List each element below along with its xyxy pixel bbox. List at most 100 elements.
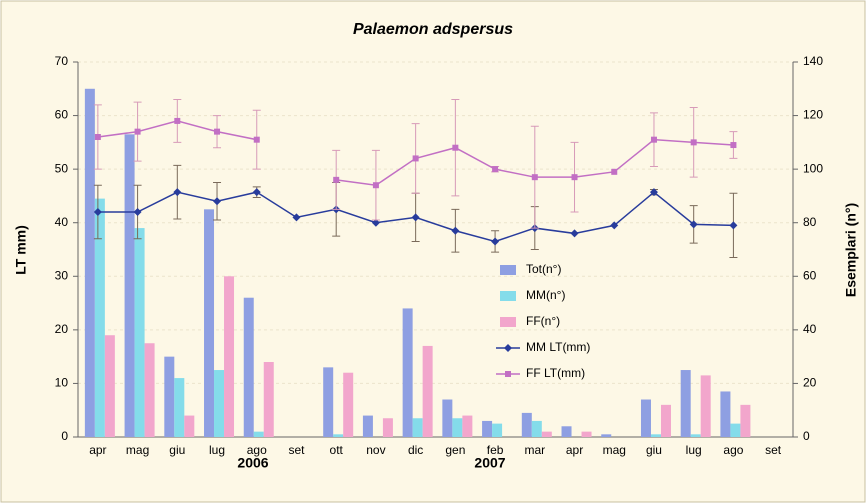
marker — [93, 208, 102, 216]
bar — [263, 362, 274, 437]
x-tick-label: set — [288, 443, 305, 457]
x-tick-label: set — [765, 443, 782, 457]
bar — [124, 134, 135, 438]
legend-label: MM(n°) — [526, 288, 565, 302]
marker — [491, 237, 500, 246]
bar — [680, 370, 691, 437]
bar — [640, 399, 651, 437]
bar — [253, 431, 264, 437]
bar — [362, 415, 373, 437]
marker — [689, 220, 698, 229]
marker — [729, 221, 738, 230]
bar — [720, 391, 731, 437]
x-tick-label: dic — [408, 443, 423, 457]
x-tick-label: nov — [366, 443, 385, 457]
bar — [382, 418, 393, 437]
marker — [690, 139, 697, 146]
marker — [571, 174, 578, 181]
marker — [452, 144, 459, 151]
y-tick-label: 50 — [55, 161, 69, 175]
marker — [531, 174, 538, 181]
y-tick-label: 30 — [55, 268, 69, 282]
bar — [660, 404, 671, 437]
x-tick-label: gen — [445, 443, 465, 457]
bar — [343, 372, 354, 437]
bar — [462, 415, 473, 437]
legend-swatch — [500, 317, 516, 327]
bar — [214, 370, 225, 437]
marker — [174, 117, 181, 124]
bar — [422, 345, 433, 437]
bar — [531, 420, 542, 437]
marker — [372, 182, 379, 189]
bar — [690, 434, 701, 437]
marker — [133, 208, 142, 216]
marker — [134, 128, 141, 135]
bar — [492, 423, 503, 437]
y2-tick-label: 40 — [803, 322, 817, 336]
x-tick-label: giu — [169, 443, 185, 457]
marker — [610, 221, 619, 230]
x-tick-label: apr — [89, 443, 106, 457]
legend-label: MM LT(mm) — [526, 340, 590, 354]
bar — [144, 343, 155, 437]
y-tick-label: 0 — [61, 429, 68, 443]
legend-label: FF LT(mm) — [526, 366, 585, 380]
bar — [84, 88, 95, 438]
y2-axis-label: Esemplari (n°) — [843, 203, 859, 297]
y2-tick-label: 80 — [803, 215, 817, 229]
year-label: 2006 — [237, 455, 268, 471]
bar — [650, 434, 661, 437]
bar — [174, 378, 185, 437]
y2-tick-label: 60 — [803, 268, 817, 282]
x-tick-label: giu — [646, 443, 662, 457]
y2-tick-label: 100 — [803, 161, 823, 175]
y-tick-label: 70 — [55, 54, 69, 68]
y-tick-label: 10 — [55, 376, 69, 390]
marker — [570, 229, 579, 238]
bar — [730, 423, 741, 437]
bar — [94, 198, 105, 437]
legend-swatch — [500, 291, 516, 301]
marker — [213, 197, 222, 206]
bar — [541, 431, 552, 437]
y2-tick-label: 20 — [803, 376, 817, 390]
marker — [252, 188, 261, 197]
bar — [601, 434, 612, 437]
marker — [292, 213, 301, 222]
marker — [451, 226, 460, 235]
marker — [333, 176, 340, 183]
marker — [649, 188, 658, 197]
bar — [521, 412, 532, 437]
marker — [650, 136, 657, 143]
bar — [184, 415, 195, 437]
bar — [581, 431, 592, 437]
bar — [452, 418, 463, 437]
x-tick-label: ott — [330, 443, 344, 457]
year-label: 2007 — [474, 455, 505, 471]
bar — [134, 228, 145, 437]
legend-label: FF(n°) — [526, 314, 560, 328]
y2-tick-label: 120 — [803, 108, 823, 122]
marker — [94, 134, 101, 140]
bar — [323, 367, 334, 437]
y-tick-label: 60 — [55, 108, 69, 122]
x-tick-label: feb — [487, 443, 504, 457]
x-tick-label: apr — [566, 443, 583, 457]
bar — [700, 375, 711, 437]
legend-swatch — [500, 265, 516, 275]
x-tick-label: ago — [247, 443, 267, 457]
y-tick-label: 40 — [55, 215, 69, 229]
bar — [164, 356, 175, 437]
y-axis-label: LT mm) — [13, 225, 29, 275]
marker — [411, 213, 420, 222]
marker — [173, 188, 182, 197]
marker — [371, 218, 380, 227]
bar — [442, 399, 453, 437]
bar — [561, 426, 572, 437]
chart-title: Palaemon adspersus — [353, 21, 513, 38]
bar — [740, 404, 751, 437]
bar — [402, 308, 413, 437]
x-tick-label: lug — [209, 443, 225, 457]
